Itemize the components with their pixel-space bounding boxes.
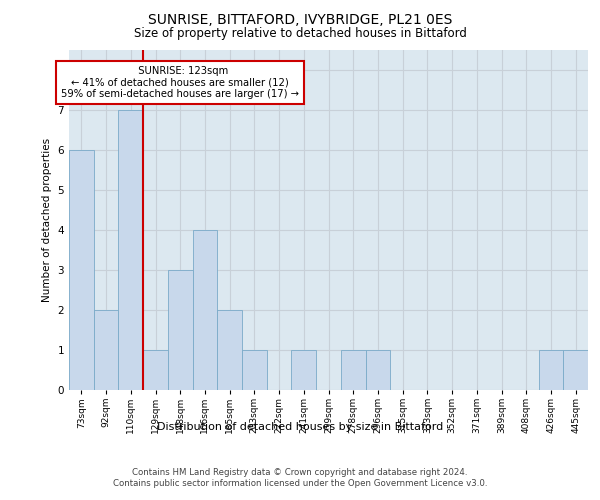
Bar bbox=[341, 350, 365, 390]
Bar bbox=[94, 310, 118, 390]
Text: SUNRISE, BITTAFORD, IVYBRIDGE, PL21 0ES: SUNRISE, BITTAFORD, IVYBRIDGE, PL21 0ES bbox=[148, 12, 452, 26]
Bar bbox=[217, 310, 242, 390]
Bar bbox=[193, 230, 217, 390]
Bar bbox=[242, 350, 267, 390]
Bar bbox=[365, 350, 390, 390]
Bar bbox=[69, 150, 94, 390]
Y-axis label: Number of detached properties: Number of detached properties bbox=[42, 138, 52, 302]
Text: SUNRISE: 123sqm
← 41% of detached houses are smaller (12)
59% of semi-detached h: SUNRISE: 123sqm ← 41% of detached houses… bbox=[61, 66, 299, 99]
Text: Distribution of detached houses by size in Bittaford: Distribution of detached houses by size … bbox=[157, 422, 443, 432]
Bar bbox=[118, 110, 143, 390]
Text: Size of property relative to detached houses in Bittaford: Size of property relative to detached ho… bbox=[134, 28, 466, 40]
Bar bbox=[168, 270, 193, 390]
Bar bbox=[563, 350, 588, 390]
Bar bbox=[143, 350, 168, 390]
Bar bbox=[539, 350, 563, 390]
Bar bbox=[292, 350, 316, 390]
Text: Contains HM Land Registry data © Crown copyright and database right 2024.
Contai: Contains HM Land Registry data © Crown c… bbox=[113, 468, 487, 487]
